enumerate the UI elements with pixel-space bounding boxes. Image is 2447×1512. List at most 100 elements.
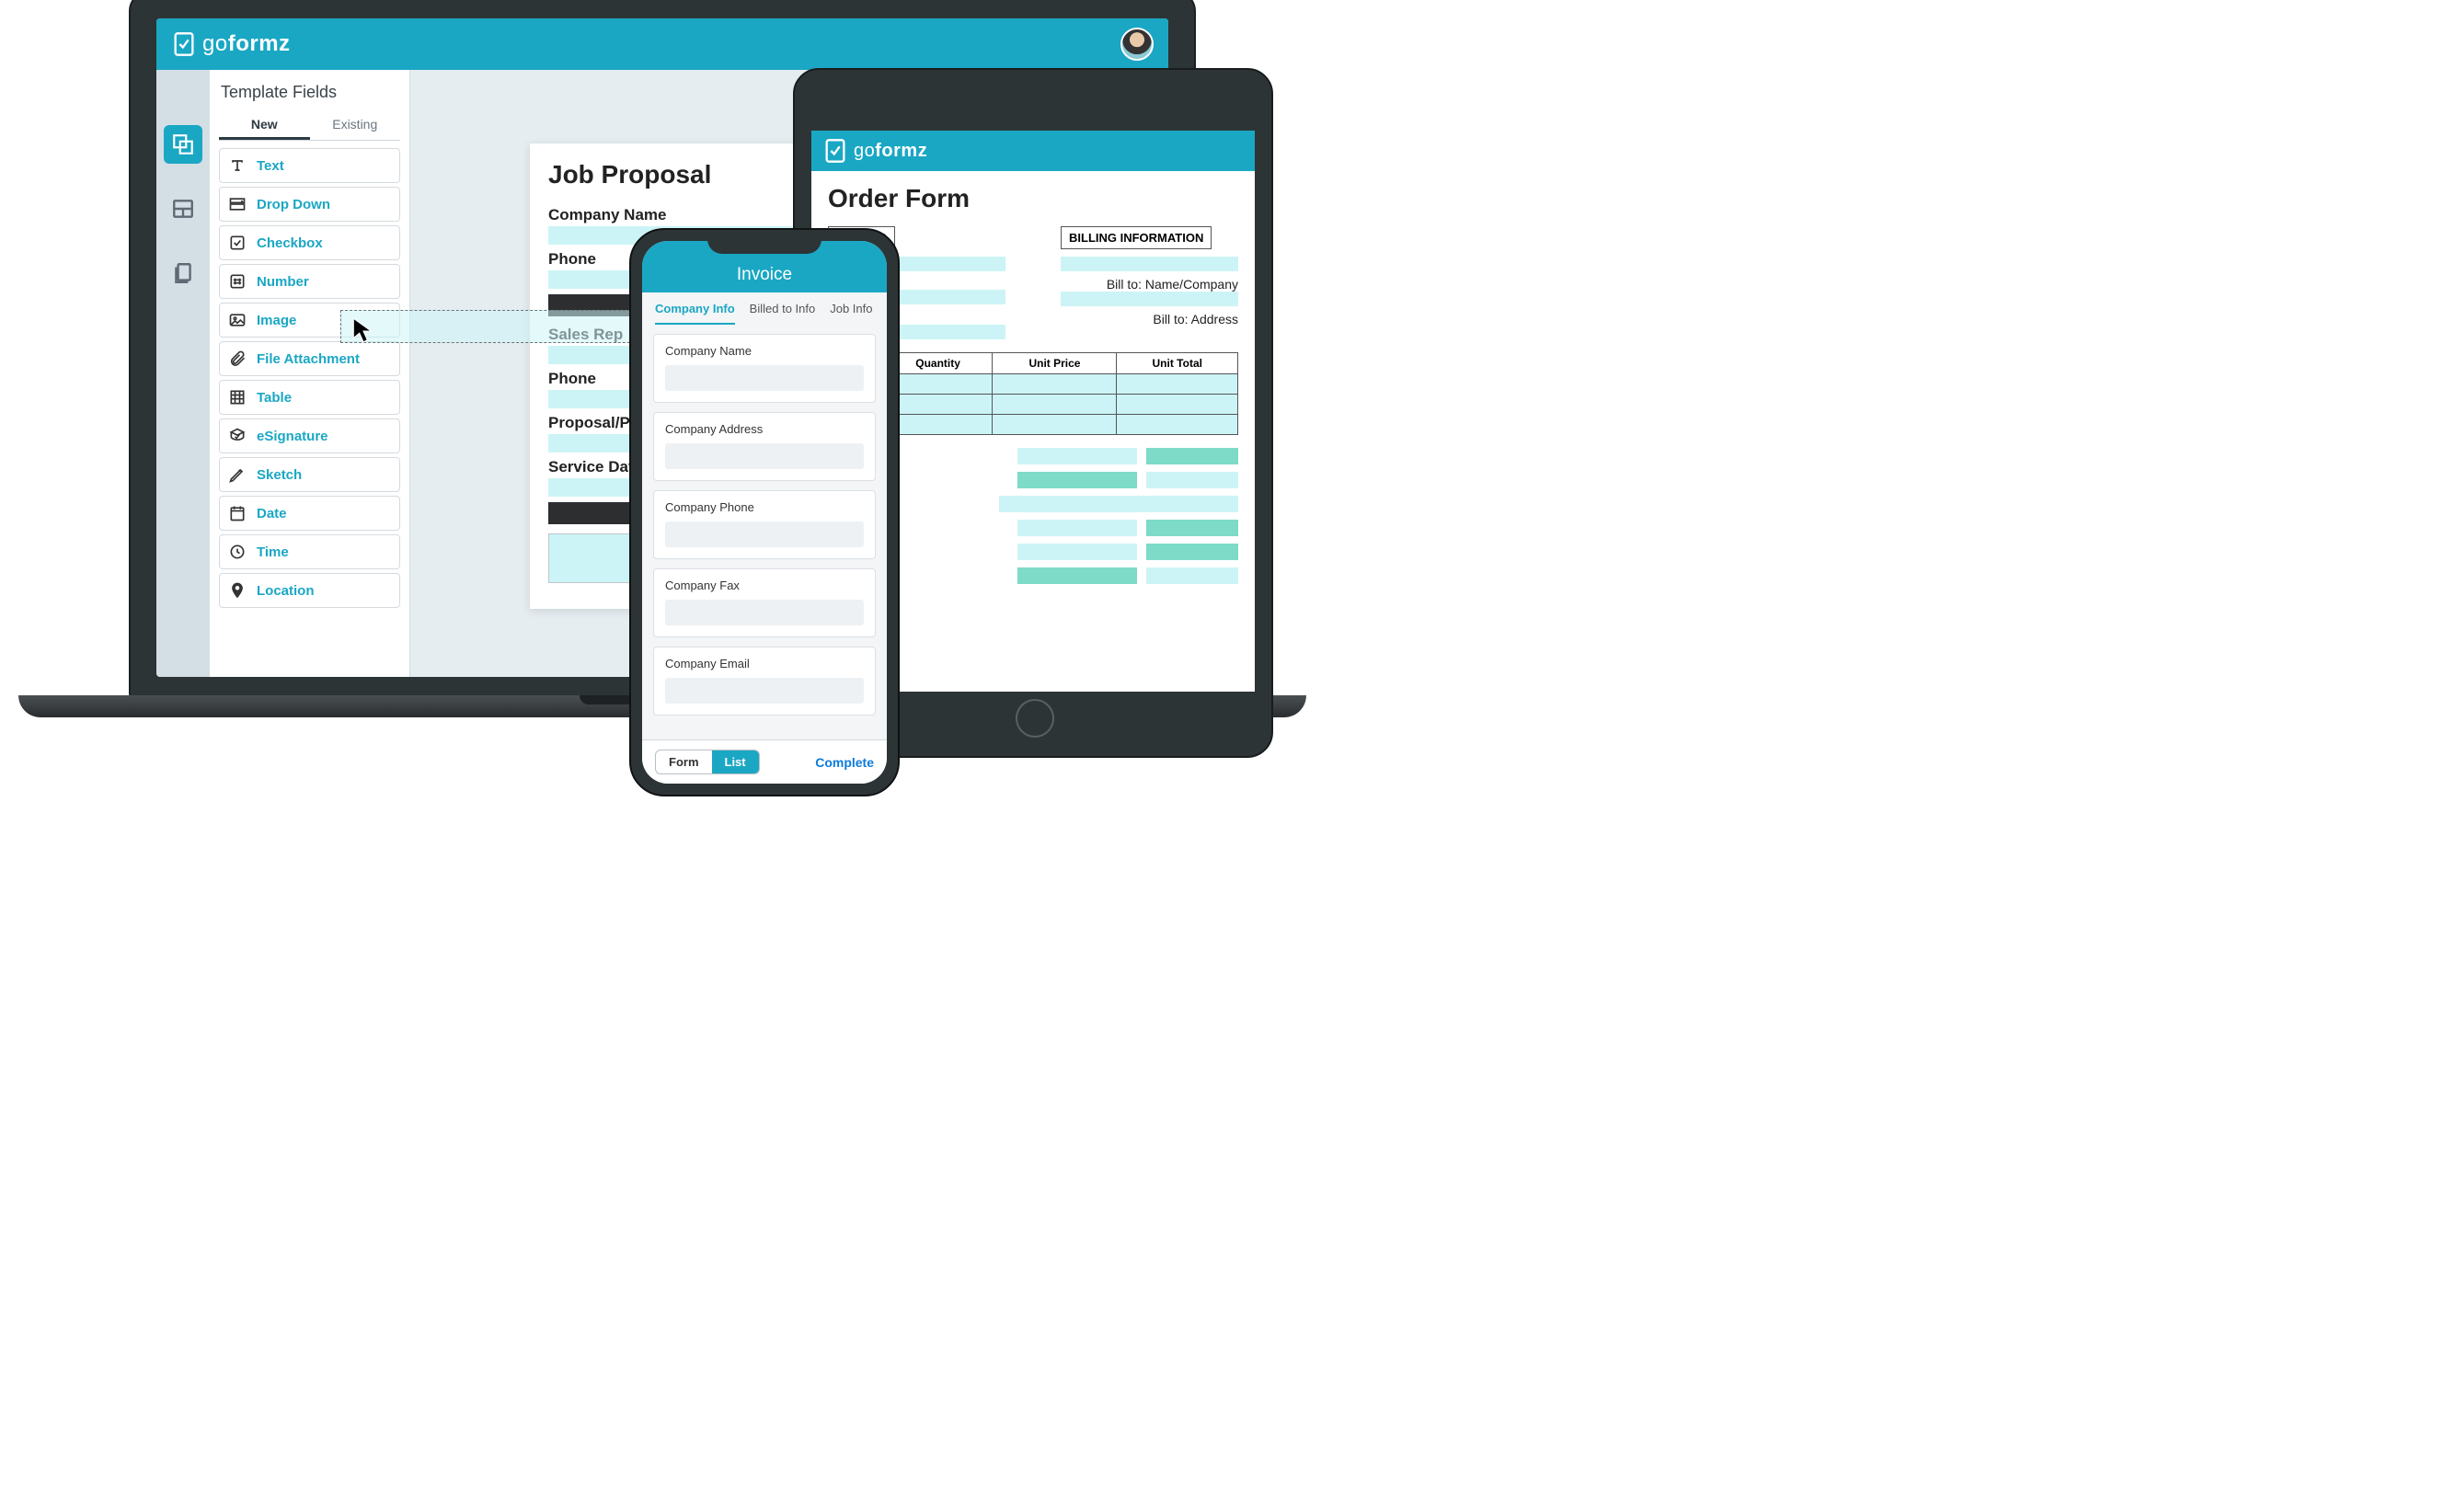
- billing-input[interactable]: [1061, 292, 1238, 306]
- table-cell[interactable]: [993, 395, 1117, 415]
- rail-templates-icon[interactable]: [164, 125, 202, 164]
- image-icon: [227, 310, 247, 330]
- field-label: Location: [257, 583, 315, 599]
- bill-to-address-label: Bill to: Address: [1061, 312, 1238, 326]
- phone-field-label: Company Name: [665, 344, 864, 358]
- fields-panel-title: Template Fields: [219, 77, 400, 111]
- summary-bar: [1017, 567, 1137, 584]
- field-table[interactable]: Table: [219, 380, 400, 415]
- field-label: Checkbox: [257, 235, 323, 251]
- logo-icon: [171, 31, 197, 57]
- logo-icon: [822, 138, 848, 164]
- user-avatar[interactable]: [1120, 28, 1154, 61]
- tablet-header: goformz: [811, 131, 1255, 171]
- field-location[interactable]: Location: [219, 573, 400, 608]
- summary-bar: [1146, 472, 1238, 488]
- rail-layout-icon[interactable]: [164, 189, 202, 228]
- summary-bar: [1017, 544, 1137, 560]
- field-checkbox[interactable]: Checkbox: [219, 225, 400, 260]
- signature-icon: [227, 426, 247, 446]
- phone-form-list[interactable]: Company Name Company Address Company Phone…: [642, 325, 887, 739]
- tablet-logo: goformz: [822, 138, 927, 164]
- time-icon: [227, 542, 247, 562]
- tab-new[interactable]: New: [219, 111, 310, 140]
- summary-bar: [1017, 448, 1137, 464]
- table-cell[interactable]: [883, 374, 993, 395]
- dropdown-icon: [227, 194, 247, 214]
- phone-field-card: Company Email: [653, 647, 876, 716]
- attachment-icon: [227, 349, 247, 369]
- fields-tabs: New Existing: [219, 111, 400, 141]
- summary-bar: [1146, 520, 1238, 536]
- date-icon: [227, 503, 247, 523]
- field-list: Text Drop Down Checkbox Number Image File Att…: [219, 148, 400, 608]
- phone-field-label: Company Fax: [665, 578, 864, 592]
- checkbox-icon: [227, 233, 247, 253]
- summary-bar: [1017, 520, 1137, 536]
- field-label: Date: [257, 506, 287, 521]
- summary-bar: [1146, 544, 1238, 560]
- field-signature[interactable]: eSignature: [219, 418, 400, 453]
- field-label: eSignature: [257, 429, 328, 444]
- left-rail: [156, 70, 210, 677]
- table-cell[interactable]: [1117, 415, 1238, 435]
- complete-button[interactable]: Complete: [815, 755, 874, 770]
- sketch-icon: [227, 464, 247, 485]
- phone-screen: Invoice Company InfoBilled to InfoJob In…: [642, 241, 887, 784]
- seg-list-button[interactable]: List: [712, 750, 759, 773]
- table-cell[interactable]: [1117, 374, 1238, 395]
- summary-bar: [1017, 472, 1137, 488]
- field-dropdown[interactable]: Drop Down: [219, 187, 400, 222]
- table-cell[interactable]: [1117, 395, 1238, 415]
- phone-field-input[interactable]: [665, 521, 864, 547]
- phone-device: Invoice Company InfoBilled to InfoJob In…: [629, 228, 900, 796]
- summary-bar: [999, 496, 1238, 512]
- table-header: Unit Price: [993, 353, 1117, 374]
- phone-field-input[interactable]: [665, 365, 864, 391]
- phone-field-input[interactable]: [665, 443, 864, 469]
- field-label: Number: [257, 274, 309, 290]
- field-label: Drop Down: [257, 197, 330, 212]
- field-text[interactable]: Text: [219, 148, 400, 183]
- number-icon: [227, 271, 247, 292]
- field-time[interactable]: Time: [219, 534, 400, 569]
- field-number[interactable]: Number: [219, 264, 400, 299]
- phone-notch: [707, 230, 821, 254]
- phone-field-card: Company Address: [653, 412, 876, 481]
- text-icon: [227, 155, 247, 176]
- location-icon: [227, 580, 247, 601]
- app-logo: goformz: [171, 31, 291, 57]
- billing-input[interactable]: [1061, 257, 1238, 271]
- phone-tab-0[interactable]: Company Info: [655, 302, 735, 325]
- table-cell[interactable]: [993, 415, 1117, 435]
- field-label: File Attachment: [257, 351, 360, 367]
- table-header: Quantity: [883, 353, 993, 374]
- field-attachment[interactable]: File Attachment: [219, 341, 400, 376]
- field-date[interactable]: Date: [219, 496, 400, 531]
- field-image[interactable]: Image: [219, 303, 400, 338]
- table-cell[interactable]: [993, 374, 1117, 395]
- phone-tab-2[interactable]: Job Info: [830, 302, 872, 325]
- phone-field-input[interactable]: [665, 678, 864, 704]
- phone-tab-1[interactable]: Billed to Info: [750, 302, 816, 325]
- field-label: Text: [257, 158, 284, 174]
- tab-existing[interactable]: Existing: [310, 111, 401, 140]
- phone-field-input[interactable]: [665, 600, 864, 625]
- phone-field-card: Company Name: [653, 334, 876, 403]
- phone-field-label: Company Phone: [665, 500, 864, 514]
- table-cell[interactable]: [883, 415, 993, 435]
- table-header: Unit Total: [1117, 353, 1238, 374]
- order-form-title: Order Form: [828, 184, 1238, 213]
- phone-field-card: Company Phone: [653, 490, 876, 559]
- summary-bar: [1146, 567, 1238, 584]
- table-cell[interactable]: [883, 395, 993, 415]
- seg-form-button[interactable]: Form: [656, 750, 712, 773]
- app-header: goformz: [156, 18, 1168, 70]
- phone-field-label: Company Address: [665, 422, 864, 436]
- view-segmented-control: Form List: [655, 750, 760, 774]
- phone-field-label: Company Email: [665, 657, 864, 670]
- table-icon: [227, 387, 247, 407]
- field-label: Sketch: [257, 467, 302, 483]
- field-sketch[interactable]: Sketch: [219, 457, 400, 492]
- rail-pages-icon[interactable]: [164, 254, 202, 292]
